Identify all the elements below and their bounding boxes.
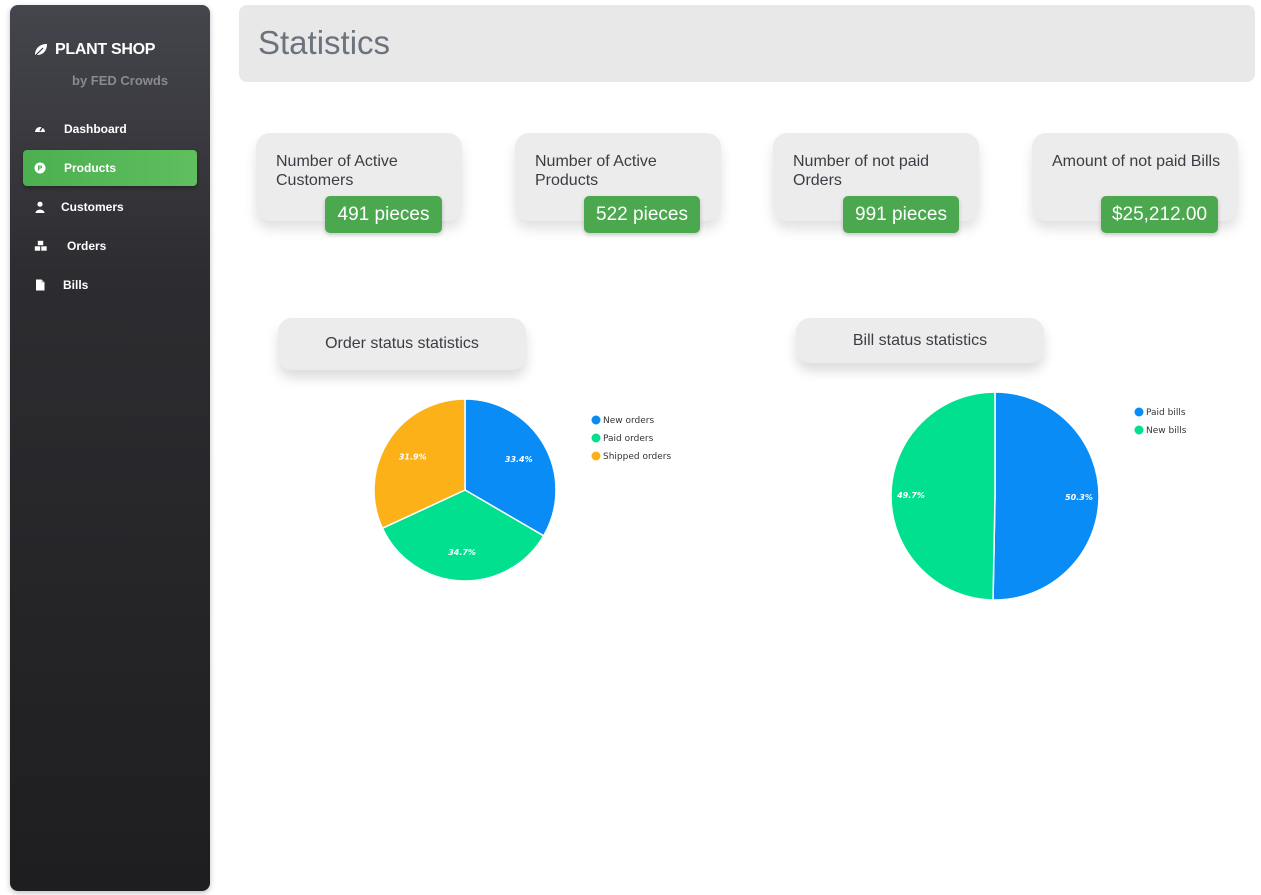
legend-swatch[interactable] <box>1134 407 1144 417</box>
stat-card-title: Number of Active Customers <box>276 153 398 189</box>
pie-slice[interactable] <box>373 398 466 530</box>
page-title: Statistics <box>258 24 391 61</box>
sidebar-item-label: Dashboard <box>64 122 127 136</box>
legend-label[interactable]: Paid orders <box>603 434 654 444</box>
sidebar: PLANT SHOP by FED Crowds Dashboard P Pro… <box>10 5 210 891</box>
legend-swatch[interactable] <box>591 433 601 443</box>
brand-name: PLANT SHOP <box>55 41 156 58</box>
leaf-icon <box>34 44 47 57</box>
pie-slice-label: 50.3% <box>1065 493 1093 502</box>
user-icon <box>35 201 45 213</box>
pie-slice[interactable] <box>890 391 996 601</box>
pie-slice[interactable] <box>992 391 1100 601</box>
stat-card-value: $25,212.00 <box>1101 196 1218 233</box>
sidebar-item-customers[interactable]: Customers <box>23 189 197 225</box>
file-icon <box>36 279 45 291</box>
stat-card-title: Number of Active Products <box>535 153 657 189</box>
sidebar-item-orders[interactable]: Orders <box>23 228 197 264</box>
pie-slice[interactable] <box>464 398 557 537</box>
legend-swatch[interactable] <box>591 451 601 461</box>
stat-card-value: 491 pieces <box>325 196 442 233</box>
sidebar-item-label: Products <box>64 161 117 175</box>
bill-status-title: Bill status statistics <box>796 318 1044 363</box>
brand-subtitle: by FED Crowds <box>72 73 169 88</box>
pie-slice[interactable] <box>381 489 545 582</box>
sidebar-nav: Dashboard P Products Customers Orders <box>23 111 197 306</box>
svg-text:P: P <box>37 165 42 173</box>
stat-card-title: Number of not paid Orders <box>793 153 930 189</box>
gauge-icon <box>35 126 45 132</box>
pie-slice-label: 34.7% <box>448 548 476 557</box>
brand[interactable]: PLANT SHOP <box>33 41 155 59</box>
stat-card-value: 522 pieces <box>584 196 700 233</box>
bill-status-pie-chart: 50.3% 49.7% Paid bills New bills <box>890 391 1187 601</box>
pie-slice-label: 49.7% <box>896 491 925 500</box>
boxes-icon <box>34 240 48 252</box>
product-icon: P <box>34 162 46 174</box>
sidebar-item-dashboard[interactable]: Dashboard <box>23 111 197 147</box>
sidebar-item-products[interactable]: P Products <box>23 150 197 186</box>
pie-slice-label: 33.4% <box>505 455 533 464</box>
stat-card-value: 991 pieces <box>843 196 959 233</box>
sidebar-item-label: Orders <box>67 239 107 253</box>
legend-label[interactable]: New bills <box>1146 426 1187 436</box>
order-status-pie-chart: 33.4% 34.7% 31.9% New orders Paid orders Ship… <box>373 398 671 582</box>
legend-label[interactable]: New orders <box>603 416 654 426</box>
page-header: Statistics <box>239 5 1255 82</box>
sidebar-item-label: Bills <box>63 278 89 292</box>
legend-swatch[interactable] <box>591 415 601 425</box>
sidebar-item-bills[interactable]: Bills <box>23 267 197 303</box>
stat-card-title: Amount of not paid Bills <box>1052 153 1221 170</box>
legend-swatch[interactable] <box>1134 425 1144 435</box>
legend-label[interactable]: Paid bills <box>1146 408 1186 418</box>
order-status-title: Order status statistics <box>278 318 526 370</box>
pie-slice-label: 31.9% <box>399 453 427 462</box>
legend-label[interactable]: Shipped orders <box>603 452 671 462</box>
sidebar-item-label: Customers <box>61 200 124 214</box>
